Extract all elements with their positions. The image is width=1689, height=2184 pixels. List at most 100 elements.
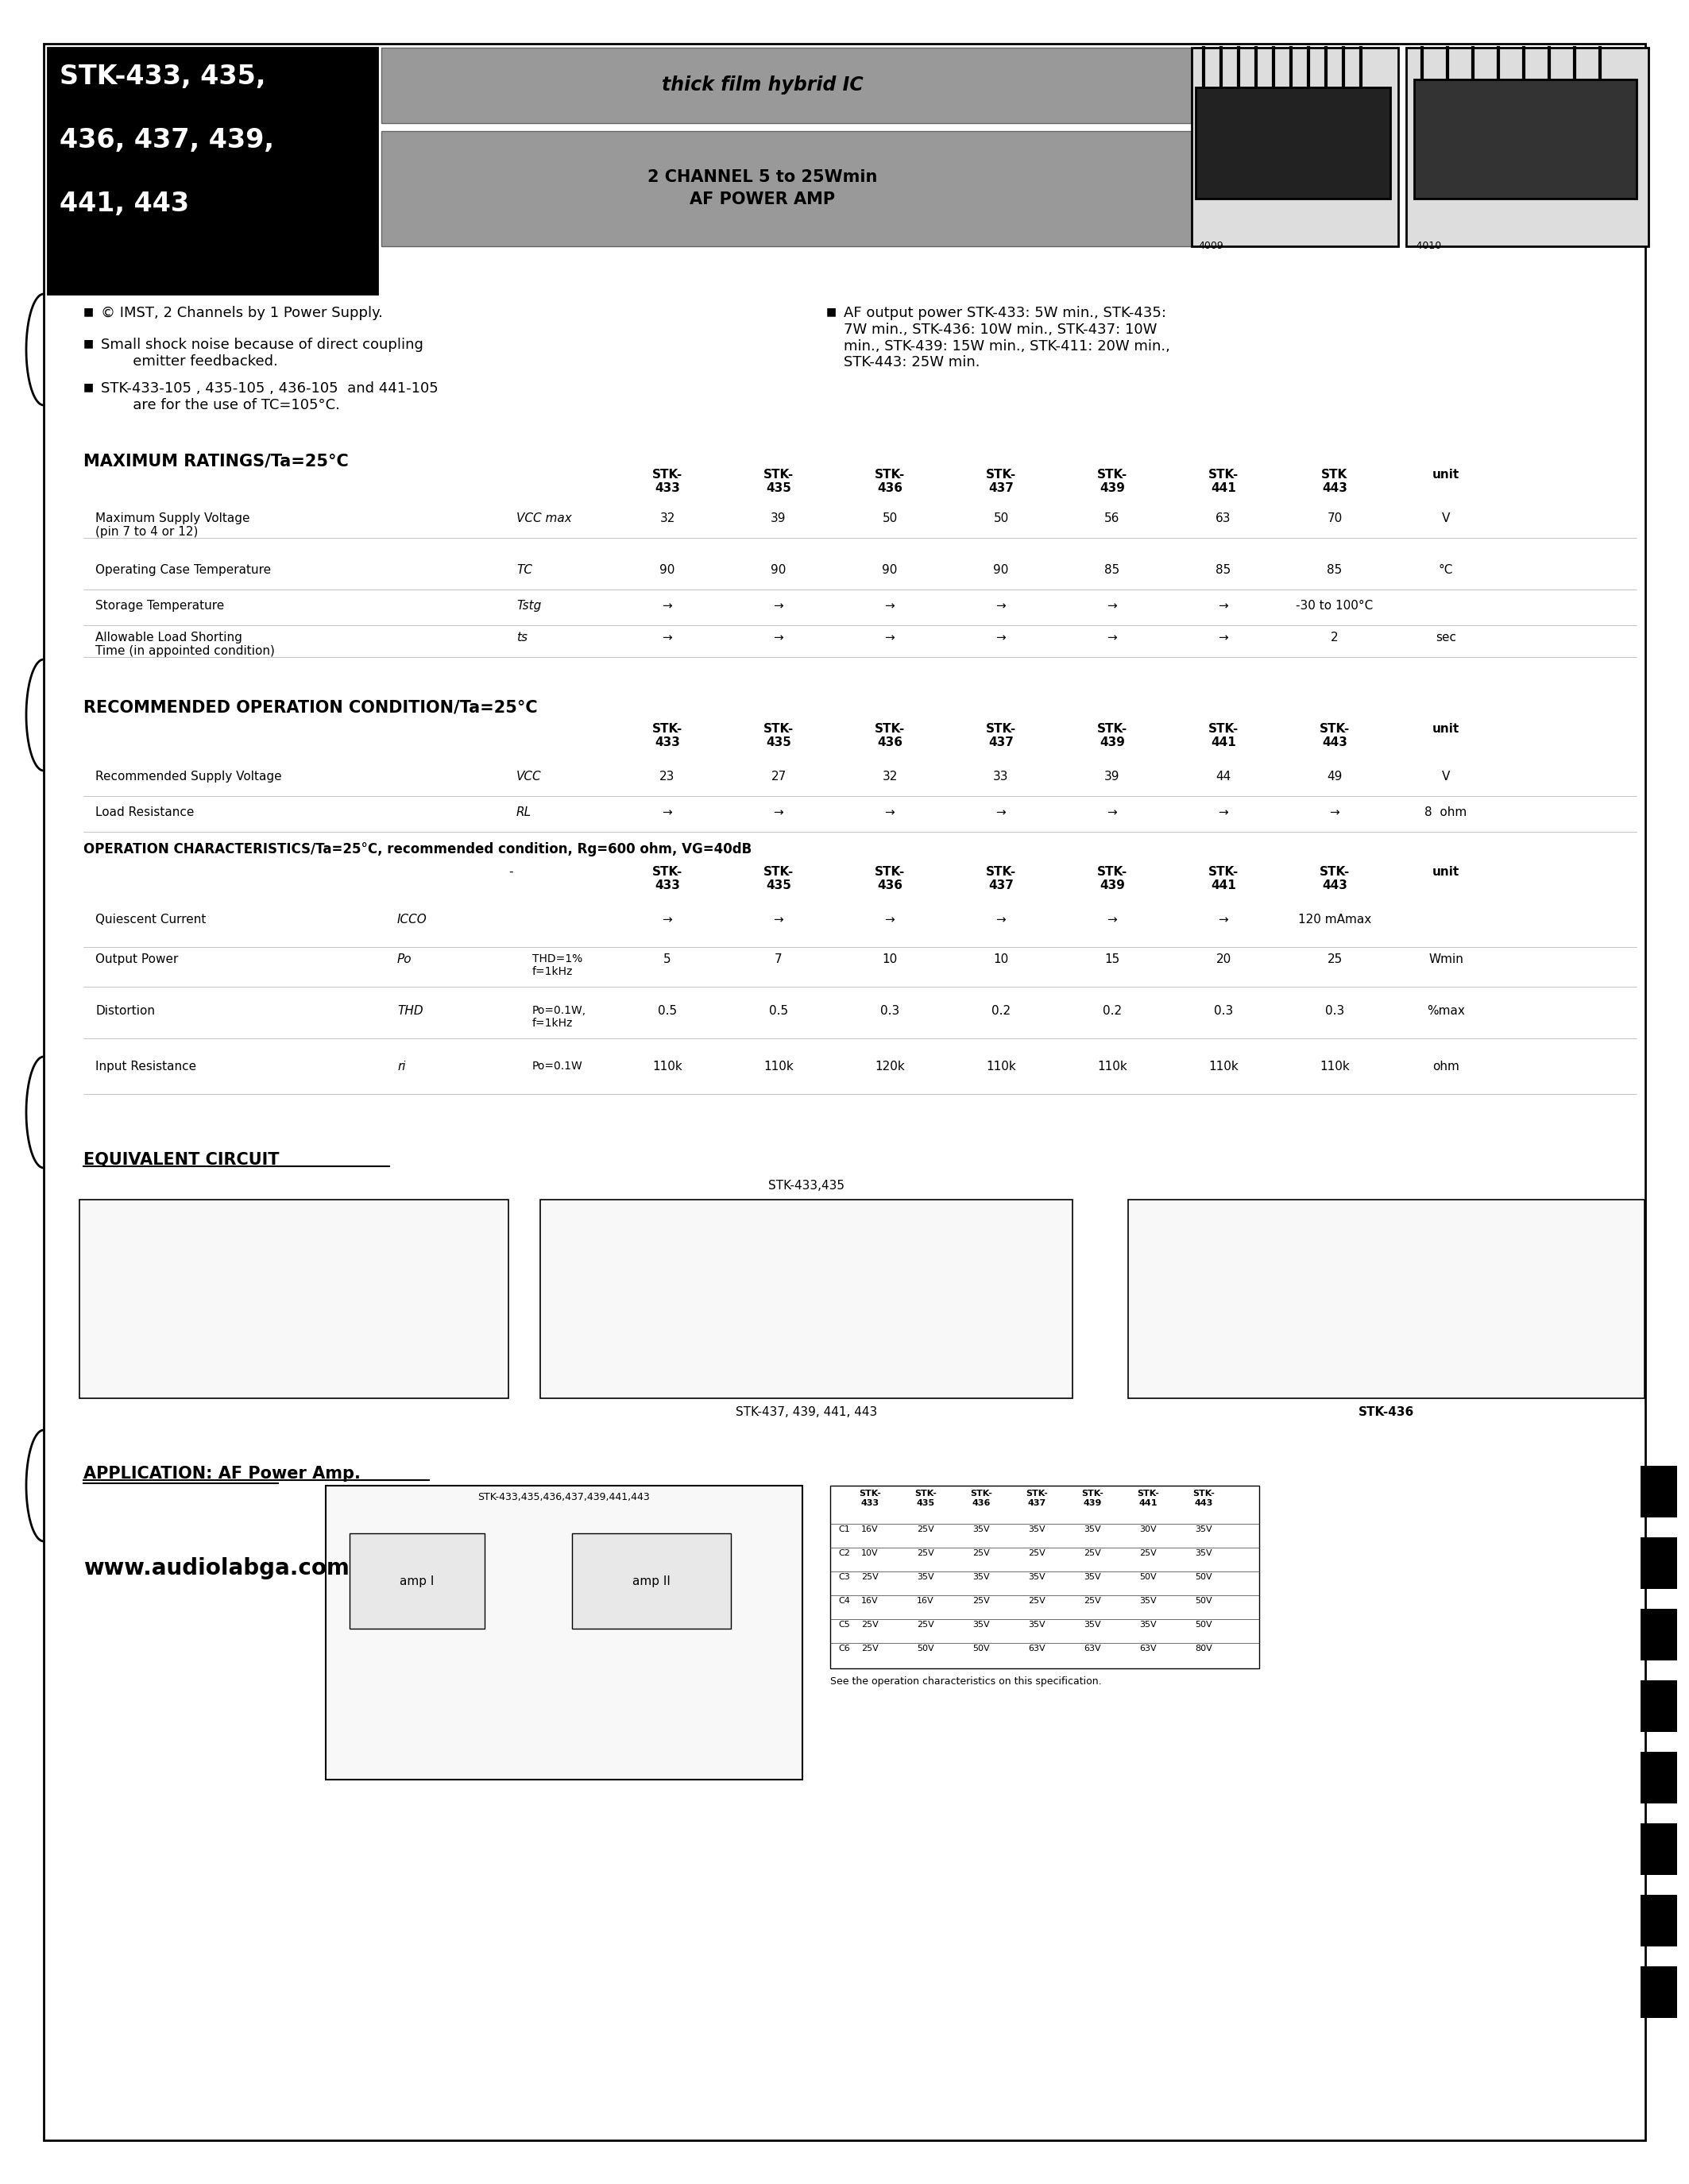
Text: C1: C1: [838, 1524, 850, 1533]
Text: 25V: 25V: [1029, 1597, 1045, 1605]
Text: 16V: 16V: [861, 1524, 878, 1533]
Text: 35V: 35V: [973, 1524, 990, 1533]
Text: 2: 2: [1331, 631, 1338, 644]
Text: STK-
439: STK- 439: [1098, 470, 1128, 494]
Text: 63V: 63V: [1140, 1645, 1157, 1653]
Bar: [1640, 1610, 1677, 1660]
Text: 35V: 35V: [973, 1572, 990, 1581]
Bar: [1640, 1752, 1677, 1804]
Text: STK-
443: STK- 443: [1319, 723, 1350, 749]
Text: →: →: [885, 913, 895, 926]
Text: THD=1%
f=1kHz: THD=1% f=1kHz: [532, 954, 583, 978]
Text: unit: unit: [1432, 867, 1459, 878]
Text: Po=0.1W,
f=1kHz: Po=0.1W, f=1kHz: [532, 1005, 586, 1029]
Text: 50V: 50V: [1140, 1572, 1157, 1581]
Text: 23: 23: [660, 771, 676, 782]
Text: 63: 63: [1216, 513, 1231, 524]
Text: 90: 90: [660, 563, 676, 577]
Text: 35V: 35V: [1084, 1572, 1101, 1581]
Text: →: →: [1108, 601, 1118, 612]
Bar: [573, 1533, 731, 1629]
Text: STK-
433: STK- 433: [858, 1489, 882, 1507]
Text: →: →: [662, 806, 672, 819]
Text: C5: C5: [838, 1621, 850, 1629]
Text: →: →: [1218, 631, 1228, 644]
Text: 80V: 80V: [1194, 1645, 1213, 1653]
Text: 35V: 35V: [1084, 1524, 1101, 1533]
Text: VCC max: VCC max: [517, 513, 573, 524]
Text: →: →: [1108, 913, 1118, 926]
Text: AF output power STK-433: 5W min., STK-435:
7W min., STK-436: 10W min., STK-437: : AF output power STK-433: 5W min., STK-43…: [844, 306, 1170, 369]
Text: →: →: [885, 631, 895, 644]
Text: 50V: 50V: [973, 1645, 990, 1653]
Text: →: →: [774, 806, 784, 819]
Text: STK-
433: STK- 433: [652, 867, 682, 891]
Text: 90: 90: [770, 563, 787, 577]
Text: 25V: 25V: [917, 1548, 934, 1557]
Text: ■: ■: [83, 382, 95, 393]
Text: →: →: [1218, 601, 1228, 612]
Text: STK-
435: STK- 435: [763, 867, 794, 891]
Text: 4009: 4009: [1198, 240, 1223, 251]
Text: 25V: 25V: [973, 1548, 990, 1557]
Text: →: →: [885, 806, 895, 819]
Text: 50: 50: [993, 513, 1008, 524]
Text: STK-
441: STK- 441: [1208, 470, 1238, 494]
Text: 70: 70: [1328, 513, 1343, 524]
Text: 25V: 25V: [1084, 1548, 1101, 1557]
Text: Load Resistance: Load Resistance: [95, 806, 194, 819]
Text: www.audiolabga.com: www.audiolabga.com: [83, 1557, 350, 1579]
Text: 27: 27: [770, 771, 785, 782]
Text: 0.3: 0.3: [1326, 1005, 1344, 1018]
Text: Operating Case Temperature: Operating Case Temperature: [95, 563, 270, 577]
Bar: [79, 1199, 508, 1398]
Text: 110k: 110k: [763, 1061, 794, 1072]
Text: 32: 32: [660, 513, 676, 524]
Text: OPERATION CHARACTERISTICS/Ta=25°C, recommended condition, Rg=600 ohm, VG=40dB: OPERATION CHARACTERISTICS/Ta=25°C, recom…: [83, 843, 752, 856]
Text: 56: 56: [1105, 513, 1120, 524]
Text: →: →: [997, 806, 1007, 819]
Text: 0.5: 0.5: [657, 1005, 677, 1018]
Bar: [1640, 1824, 1677, 1874]
Text: STK-
439: STK- 439: [1098, 867, 1128, 891]
Text: 441, 443: 441, 443: [59, 190, 189, 216]
Text: STK-
439: STK- 439: [1081, 1489, 1103, 1507]
Text: 0.3: 0.3: [1214, 1005, 1233, 1018]
Text: →: →: [774, 601, 784, 612]
Text: ohm: ohm: [1432, 1061, 1459, 1072]
Text: 85: 85: [1328, 563, 1343, 577]
Text: 15: 15: [1105, 954, 1120, 965]
Text: 110k: 110k: [986, 1061, 1017, 1072]
Text: ri: ri: [397, 1061, 405, 1072]
Text: 0.3: 0.3: [880, 1005, 900, 1018]
Text: 436, 437, 439,: 436, 437, 439,: [59, 127, 274, 153]
Text: Small shock noise because of direct coupling
       emitter feedbacked.: Small shock noise because of direct coup…: [101, 339, 424, 369]
Text: 50V: 50V: [1196, 1572, 1213, 1581]
Bar: [1192, 48, 1398, 247]
Text: 5: 5: [664, 954, 671, 965]
Text: 110k: 110k: [1208, 1061, 1238, 1072]
Text: 50V: 50V: [1196, 1621, 1213, 1629]
Text: Maximum Supply Voltage
(pin 7 to 4 or 12): Maximum Supply Voltage (pin 7 to 4 or 12…: [95, 513, 250, 537]
Text: 16V: 16V: [861, 1597, 878, 1605]
Text: STK-
436: STK- 436: [875, 723, 905, 749]
Text: Input Resistance: Input Resistance: [95, 1061, 196, 1072]
Text: 110k: 110k: [1319, 1061, 1350, 1072]
Bar: [382, 48, 1192, 122]
Text: 50V: 50V: [917, 1645, 934, 1653]
Text: 35V: 35V: [1140, 1597, 1157, 1605]
Text: 20: 20: [1216, 954, 1231, 965]
Text: C6: C6: [838, 1645, 850, 1653]
Text: STK-
437: STK- 437: [986, 470, 1017, 494]
Bar: [540, 1199, 1073, 1398]
Text: amp II: amp II: [632, 1575, 671, 1588]
Text: VCC: VCC: [517, 771, 542, 782]
Text: ■: ■: [826, 306, 836, 317]
Text: © IMST, 2 Channels by 1 Power Supply.: © IMST, 2 Channels by 1 Power Supply.: [101, 306, 383, 321]
Text: ■: ■: [83, 339, 95, 349]
Text: Quiescent Current: Quiescent Current: [95, 913, 206, 926]
Text: RECOMMENDED OPERATION CONDITION/Ta=25°C: RECOMMENDED OPERATION CONDITION/Ta=25°C: [83, 699, 537, 714]
Text: STK-
437: STK- 437: [986, 723, 1017, 749]
Text: 39: 39: [1105, 771, 1120, 782]
Bar: [1196, 87, 1390, 199]
